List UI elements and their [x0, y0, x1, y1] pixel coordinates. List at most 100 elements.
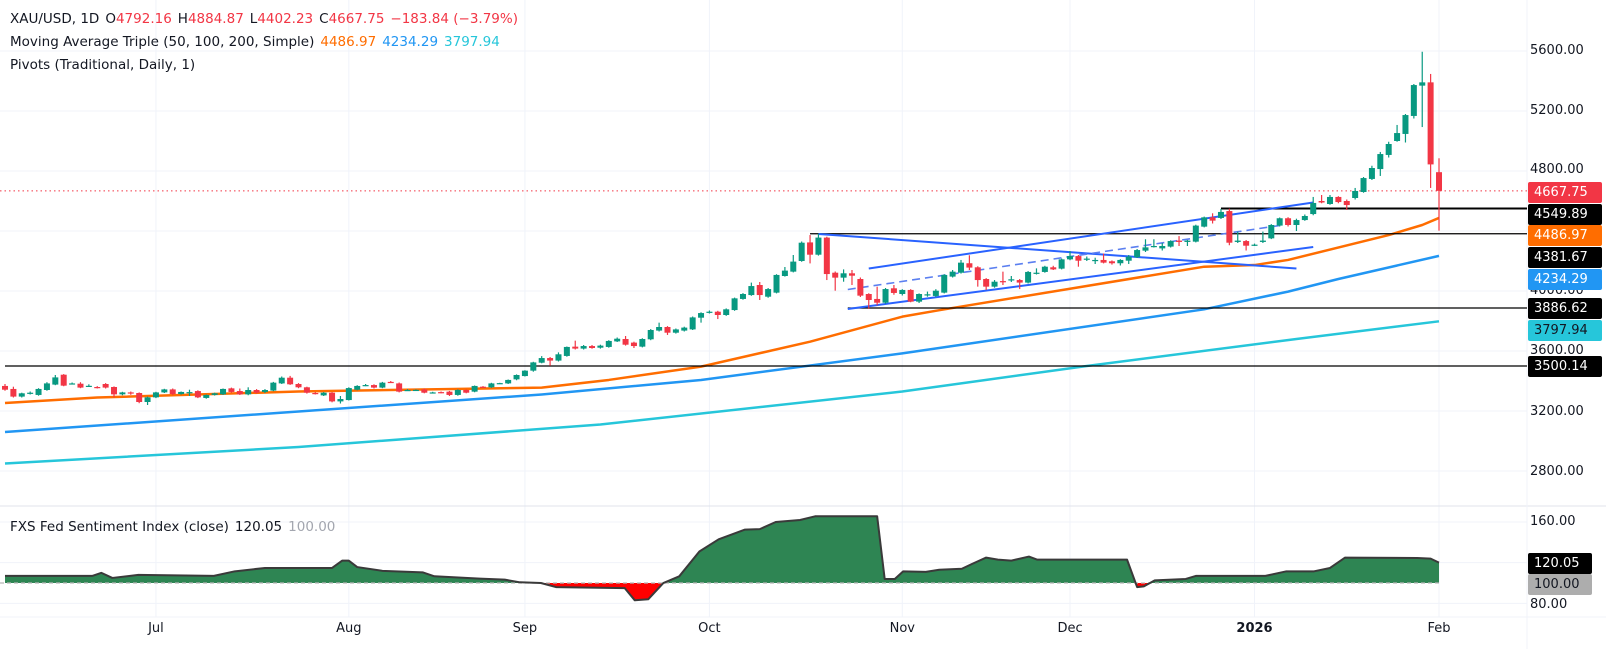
candle: [438, 391, 445, 394]
candle: [1008, 276, 1015, 282]
candle: [253, 389, 260, 394]
sentiment-pane: [0, 515, 1440, 602]
candle-body: [404, 390, 411, 392]
candle: [1310, 196, 1317, 216]
symbol-title[interactable]: XAU/USD, 1D: [10, 11, 100, 27]
candle: [10, 386, 17, 398]
candle: [127, 391, 134, 395]
candle: [85, 384, 92, 387]
candle-body: [18, 393, 25, 397]
candle-body: [941, 274, 948, 293]
candle-body: [169, 389, 176, 395]
candle-body: [320, 392, 327, 396]
candle-body: [1352, 190, 1359, 198]
candle-body: [1209, 217, 1216, 221]
ma200-line: [4, 320, 1440, 465]
candle-body: [220, 388, 227, 395]
candle: [823, 236, 830, 281]
candle: [421, 388, 428, 394]
candle-body: [1368, 168, 1375, 179]
open-label: O: [105, 11, 116, 27]
candle: [370, 384, 377, 389]
candle: [1167, 240, 1174, 248]
candle: [890, 285, 897, 295]
candle-body: [1318, 201, 1325, 203]
low-value: 4402.23: [257, 11, 314, 27]
candle: [278, 376, 285, 384]
candle: [1100, 253, 1107, 264]
candle-body: [1276, 218, 1283, 226]
candle-body: [974, 267, 981, 281]
candle-body: [1142, 247, 1149, 251]
candle-body: [1335, 196, 1342, 203]
candle-body: [102, 384, 109, 388]
candle-body: [907, 289, 914, 302]
candle-body: [1377, 154, 1384, 170]
candle-body: [446, 391, 453, 395]
candle: [1318, 195, 1325, 204]
candle: [689, 316, 696, 330]
candle-body: [1117, 259, 1124, 264]
trendlines: [818, 201, 1314, 310]
candle: [144, 396, 151, 405]
candle-body: [890, 288, 897, 293]
candle-body: [429, 392, 436, 394]
candle-body: [698, 313, 705, 318]
candle: [1285, 217, 1292, 227]
candle: [1058, 258, 1065, 270]
candle-body: [999, 281, 1006, 283]
candle-body: [1050, 267, 1057, 270]
candle: [941, 274, 948, 294]
axis-label: 4800.00: [1530, 162, 1584, 177]
indicator-title[interactable]: FXS Fed Sentiment Index (close): [10, 519, 229, 535]
candle-body: [412, 389, 419, 392]
pivots-title[interactable]: Pivots (Traditional, Daily, 1): [10, 57, 196, 73]
candle: [1150, 239, 1157, 248]
candle: [446, 390, 453, 396]
candle-body: [10, 388, 17, 397]
candle: [882, 288, 889, 304]
candle: [43, 382, 50, 391]
candle-body: [1083, 258, 1090, 260]
candle: [211, 392, 218, 396]
candle: [991, 280, 998, 288]
candle-body: [387, 381, 394, 384]
time-label: Sep: [512, 621, 538, 636]
last-price-badge: 4667.75: [1528, 182, 1602, 203]
candle-body: [236, 391, 243, 395]
candle: [589, 345, 596, 349]
candle-body: [370, 385, 377, 388]
candle-body: [807, 242, 814, 255]
ma-title[interactable]: Moving Average Triple (50, 100, 200, Sim…: [10, 34, 315, 50]
candle: [1117, 259, 1124, 266]
candle: [27, 391, 34, 395]
candle-body: [362, 385, 369, 387]
candle-body: [1217, 211, 1224, 218]
candle: [1276, 217, 1283, 227]
candle: [538, 356, 545, 364]
candle-body: [77, 383, 84, 388]
dashed-trendline: [847, 224, 1284, 291]
candle: [622, 336, 629, 346]
candle-body: [60, 374, 67, 386]
candle-body: [597, 345, 604, 348]
axis-label: 160.00: [1530, 514, 1576, 529]
candle-body: [178, 391, 185, 395]
candle-body: [52, 377, 59, 385]
candle: [471, 385, 478, 393]
candle: [1234, 231, 1241, 243]
candle: [77, 382, 84, 389]
candle-body: [958, 262, 965, 273]
candle: [1067, 251, 1074, 261]
candle-body: [1326, 196, 1333, 204]
candle: [312, 392, 319, 395]
candle-body: [161, 389, 168, 393]
candle-body: [1150, 246, 1157, 248]
candle-body: [572, 346, 579, 349]
candle-body: [1402, 115, 1409, 134]
close-label: C: [319, 11, 329, 27]
candle-body: [119, 392, 126, 395]
candle: [161, 388, 168, 393]
candle: [664, 326, 671, 335]
